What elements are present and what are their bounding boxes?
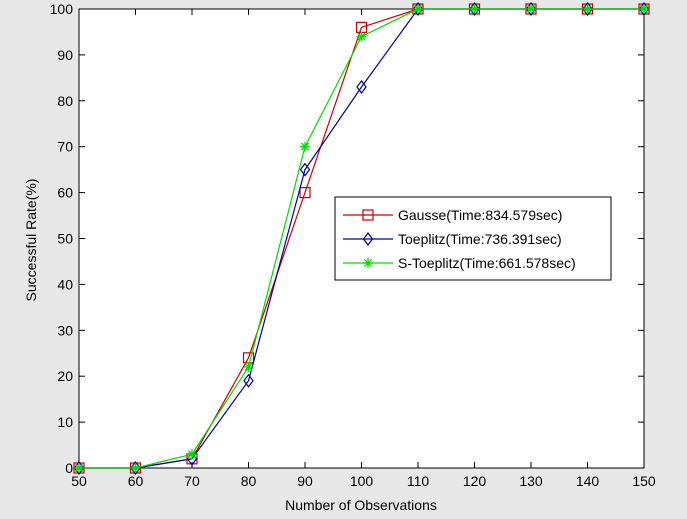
x-tick-label: 90	[297, 473, 313, 489]
data-point	[526, 4, 536, 14]
y-tick-label: 90	[57, 47, 73, 63]
legend-marker	[363, 258, 373, 268]
data-point	[74, 463, 84, 473]
y-tick-label: 80	[57, 93, 73, 109]
legend-item: Gausse(Time:834.579sec)	[343, 207, 562, 223]
data-point	[299, 162, 311, 177]
x-tick-label: 120	[463, 473, 487, 489]
y-tick-label: 60	[57, 185, 73, 201]
y-tick-label: 50	[57, 231, 73, 247]
y-tick-label: 40	[57, 276, 73, 292]
series-3	[74, 4, 649, 473]
x-tick-label: 50	[71, 473, 87, 489]
legend-label: Gausse(Time:834.579sec)	[398, 207, 562, 223]
x-tick-label: 70	[184, 473, 200, 489]
x-axis-title: Number of Observations	[285, 497, 437, 513]
x-tick-label: 140	[576, 473, 600, 489]
data-point	[73, 461, 85, 475]
x-tick-label: 100	[350, 473, 374, 489]
y-tick-label: 10	[57, 414, 73, 430]
x-tick-label: 110	[407, 473, 430, 489]
y-tick-label: 30	[57, 322, 73, 338]
legend-item: S-Toeplitz(Time:661.578sec)	[343, 255, 576, 271]
data-point	[356, 31, 367, 42]
x-tick-label: 150	[632, 473, 656, 489]
legend-marker	[362, 209, 374, 221]
y-tick-label: 20	[57, 368, 73, 384]
y-tick-label: 0	[65, 460, 73, 476]
y-axis-title: Successful Rate(%)	[23, 179, 39, 302]
y-tick-label: 70	[57, 139, 73, 155]
data-point	[639, 4, 649, 14]
data-point	[582, 1, 593, 16]
data-point	[582, 4, 593, 14]
y-tick-label: 100	[50, 1, 74, 17]
data-point	[299, 187, 311, 199]
data-point	[413, 4, 423, 14]
data-point	[469, 1, 480, 16]
data-point	[469, 4, 480, 14]
data-point	[130, 461, 141, 475]
data-point	[412, 1, 424, 16]
legend-label: Toeplitz(Time:736.391sec)	[398, 231, 562, 247]
data-point	[356, 80, 367, 95]
x-tick-label: 60	[128, 473, 144, 489]
axis-ticks: 50 60 70 80 90 100 110 120 130 140 150 0 10 20 30 40 50 6…	[50, 1, 656, 489]
data-point	[187, 449, 197, 460]
data-point	[300, 141, 310, 152]
x-tick-label: 130	[519, 473, 543, 489]
data-point	[638, 1, 650, 16]
data-point	[130, 463, 141, 473]
data-point	[243, 373, 254, 388]
x-tick-label: 80	[241, 473, 257, 489]
legend-item: Toeplitz(Time:736.391sec)	[343, 231, 562, 247]
legend-label: S-Toeplitz(Time:661.578sec)	[398, 255, 576, 271]
legend: Gausse(Time:834.579sec) Toeplitz(Time:736…	[334, 196, 612, 281]
legend-marker	[362, 232, 374, 246]
data-point	[525, 1, 537, 16]
data-point	[243, 362, 254, 373]
series-layer	[73, 1, 650, 475]
